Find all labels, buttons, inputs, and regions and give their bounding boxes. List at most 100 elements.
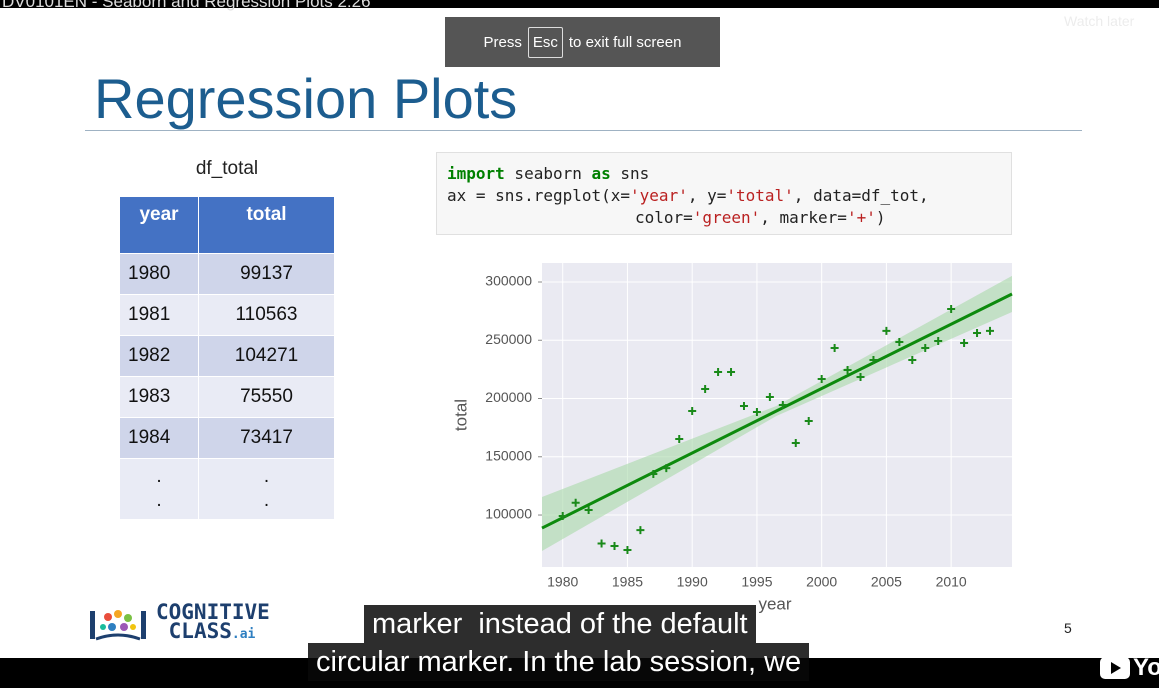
table-row: 1981 110563: [120, 295, 334, 336]
table-cell: 75550: [240, 386, 293, 407]
point: [973, 329, 982, 338]
table-cell: 110563: [235, 304, 298, 325]
y-tick-label: 250000: [485, 331, 532, 347]
ellipsis: .: [263, 490, 270, 511]
point: [869, 356, 878, 365]
x-tick-label: 2000: [806, 574, 837, 590]
watch-later[interactable]: Watch later: [1064, 13, 1135, 29]
point: [558, 512, 567, 521]
code-token: , data=df_tot,: [793, 186, 929, 205]
code-token: as: [591, 164, 611, 183]
point: [623, 545, 632, 554]
point: [714, 368, 723, 377]
y-tick-label: 150000: [485, 447, 532, 463]
y-tick-label: 200000: [485, 389, 532, 405]
table-row: 1984 73417: [120, 418, 334, 459]
table-caption: df_total: [195, 158, 259, 179]
point: [610, 542, 619, 551]
table-cell: 1982: [120, 336, 199, 376]
point: [960, 339, 969, 348]
point: [688, 406, 697, 415]
point: [830, 344, 839, 353]
code-token: seaborn: [504, 164, 592, 183]
point: [701, 384, 710, 393]
logo-text: COGNITIVE: [156, 600, 270, 624]
x-tick-label: 2005: [871, 574, 902, 590]
header-cell: year: [120, 197, 199, 253]
point: [882, 326, 891, 335]
code-line: ax = sns.regplot(x='year', y='total', da…: [447, 185, 1011, 207]
x-tick-label: 1980: [547, 574, 578, 590]
code-token: 'year': [630, 186, 688, 205]
code-token: sns: [610, 164, 650, 183]
table-cell: 104271: [234, 345, 299, 366]
fullscreen-hint: Press Esc to exit full screen: [445, 17, 720, 67]
point: [584, 506, 593, 515]
code-token: , y=: [687, 186, 727, 205]
table-cell: 73417: [240, 427, 293, 448]
hint-text: to exit full screen: [568, 33, 682, 51]
code-token: ): [875, 208, 886, 227]
table-row: 1980 99137: [120, 254, 334, 295]
point: [791, 439, 800, 448]
confidence-band: [542, 275, 1012, 552]
youtube-text: Yo: [1133, 654, 1159, 681]
hint-text: Press: [483, 33, 522, 51]
code-token: color=: [635, 208, 693, 227]
point: [636, 526, 645, 535]
video-title: DV0101EN - Seaborn and Regression Plots …: [2, 0, 371, 11]
ellipsis: .: [263, 466, 270, 487]
point: [752, 408, 761, 417]
x-tick-label: 1990: [677, 574, 708, 590]
code-token: '+': [846, 208, 876, 227]
table-cell: 99137: [240, 263, 293, 284]
logo-suffix: .ai: [231, 627, 256, 642]
point: [675, 435, 684, 444]
ellipsis: .: [156, 466, 162, 487]
point: [895, 338, 904, 346]
code-line: color='green', marker='+'): [447, 207, 1011, 229]
x-tick-label: 1995: [741, 574, 772, 590]
point: [985, 326, 994, 335]
x-tick-label: 1985: [612, 574, 643, 590]
point: [908, 356, 917, 365]
logo-text: CLASS: [168, 619, 232, 643]
table-cell: 1983: [120, 377, 199, 417]
point: [571, 498, 580, 507]
code-cell: import seaborn as sns ax = sns.regplot(x=…: [436, 152, 1012, 235]
table-row: ....: [120, 459, 334, 520]
point: [649, 470, 658, 479]
table-row: 1983 75550: [120, 377, 334, 418]
y-axis-label: total: [451, 399, 470, 431]
header-cell: total: [246, 204, 287, 225]
youtube-logo[interactable]: Yo: [1100, 654, 1159, 682]
table-row: 1982 104271: [120, 336, 334, 377]
logo-icon: [90, 609, 146, 640]
table-cell: 1981: [120, 295, 199, 335]
point: [597, 539, 606, 548]
x-tick-label: 2010: [936, 574, 967, 590]
point: [778, 401, 787, 410]
point: [765, 392, 774, 401]
code-token: 'green': [692, 208, 761, 227]
regression-line: [541, 292, 1013, 530]
slide-title: Regression Plots: [94, 67, 518, 130]
code-token: 'total': [726, 186, 794, 205]
table-cell: ..: [120, 459, 199, 519]
ellipsis: .: [156, 490, 162, 511]
point: [727, 368, 736, 377]
title-rule: [85, 130, 1082, 131]
table-cell: ..: [199, 459, 334, 519]
point: [843, 365, 852, 374]
table-header: year total: [120, 197, 334, 254]
code-token: import: [447, 164, 505, 183]
y-tick-label: 100000: [485, 506, 532, 522]
point: [804, 417, 813, 426]
point: [662, 464, 671, 473]
code-line: import seaborn as sns: [447, 163, 1011, 185]
point: [739, 401, 748, 410]
hint-key: Esc: [527, 26, 563, 58]
page-number: 5: [1064, 620, 1072, 636]
